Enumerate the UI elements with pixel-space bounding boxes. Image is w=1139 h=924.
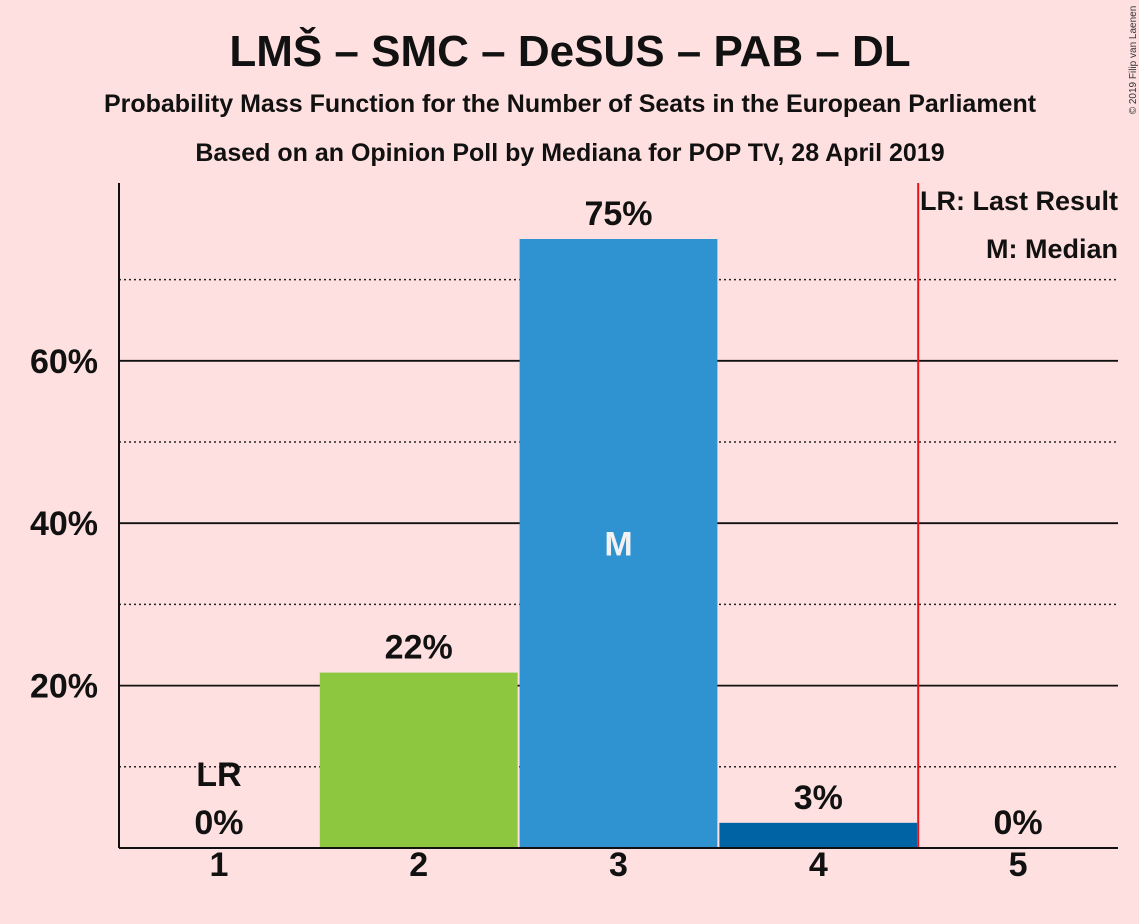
median-marker: M xyxy=(604,526,632,564)
value-label-seat-3: 75% xyxy=(584,195,652,233)
x-tick-labels: 1 2 3 4 5 xyxy=(209,846,1027,884)
chart-title: LMŠ – SMC – DeSUS – PAB – DL xyxy=(229,25,910,76)
copyright-note: © 2019 Filip van Laenen xyxy=(1128,6,1139,115)
y-tick-label: 60% xyxy=(30,343,98,381)
last-result-marker: LR xyxy=(196,756,241,794)
y-tick-label: 20% xyxy=(30,668,98,706)
bar-seat-2 xyxy=(319,672,518,848)
x-tick-label-3: 3 xyxy=(609,846,628,884)
y-tick-labels: 20% 40% 60% xyxy=(30,343,98,706)
value-label-seat-5: 0% xyxy=(994,804,1043,842)
y-tick-label: 40% xyxy=(30,505,98,543)
legend-last-result: LR: Last Result xyxy=(920,186,1118,216)
chart-subtitle: Probability Mass Function for the Number… xyxy=(104,90,1037,118)
x-tick-label-1: 1 xyxy=(209,846,228,884)
data-labels: 0% LR 22% 75% M 3% 0% xyxy=(194,195,1042,842)
bar-seat-3 xyxy=(519,239,718,848)
value-label-seat-2: 22% xyxy=(385,629,453,667)
x-tick-label-4: 4 xyxy=(809,846,828,884)
bar-seat-4 xyxy=(719,822,918,848)
chart-source: Based on an Opinion Poll by Mediana for … xyxy=(195,139,944,167)
bars xyxy=(319,239,918,848)
value-label-seat-4: 3% xyxy=(794,779,843,817)
x-tick-label-2: 2 xyxy=(409,846,428,884)
axes xyxy=(118,183,1118,849)
x-tick-label-5: 5 xyxy=(1009,846,1028,884)
value-label-seat-1: 0% xyxy=(194,804,243,842)
legend-median: M: Median xyxy=(986,234,1118,264)
